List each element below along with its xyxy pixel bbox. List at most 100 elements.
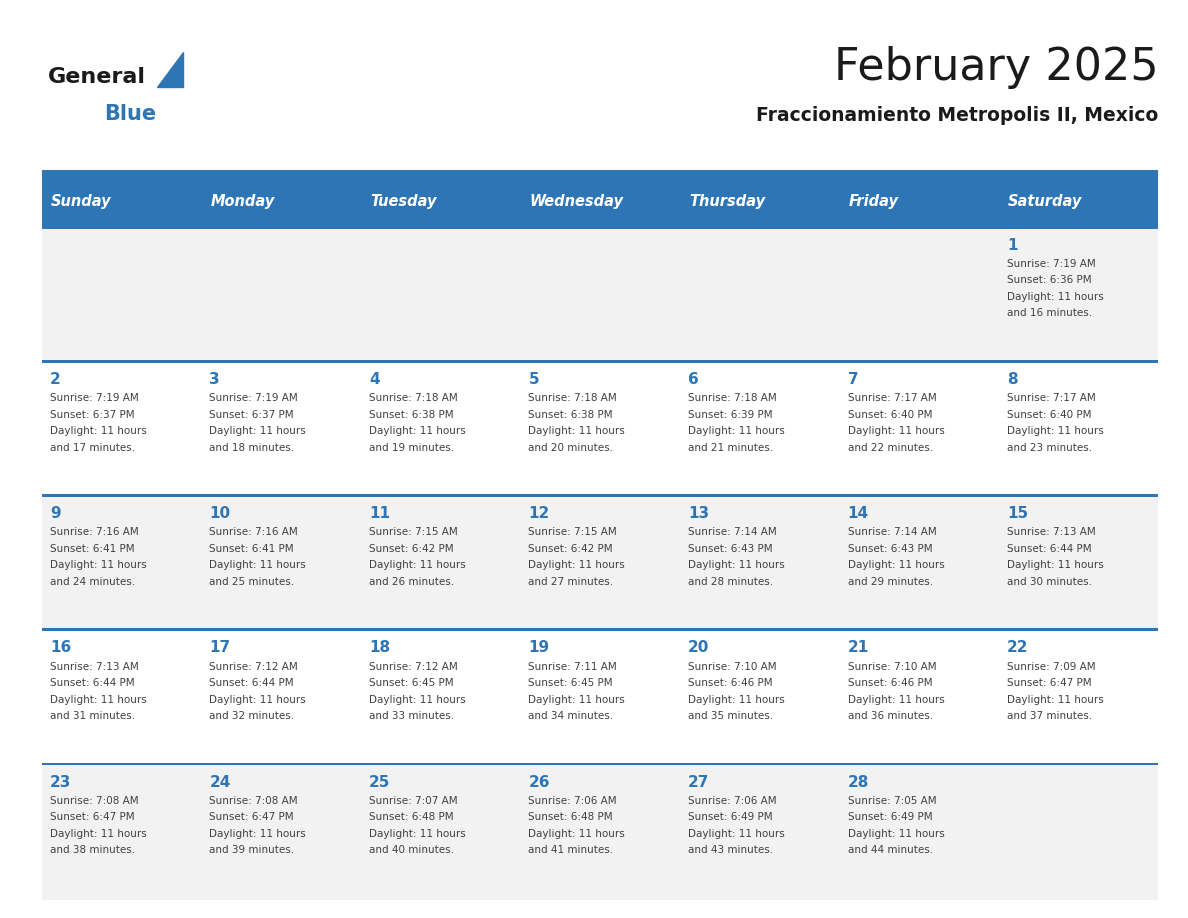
Text: Sunrise: 7:18 AM: Sunrise: 7:18 AM <box>529 393 618 403</box>
Polygon shape <box>157 52 183 87</box>
Text: Sunset: 6:48 PM: Sunset: 6:48 PM <box>529 812 613 823</box>
Text: 16: 16 <box>50 641 71 655</box>
Text: and 23 minutes.: and 23 minutes. <box>1007 442 1092 453</box>
Text: Sunset: 6:45 PM: Sunset: 6:45 PM <box>369 678 454 688</box>
Text: Daylight: 11 hours: Daylight: 11 hours <box>688 426 785 436</box>
Text: 7: 7 <box>847 372 858 387</box>
Text: Daylight: 11 hours: Daylight: 11 hours <box>688 560 785 570</box>
Text: Sunset: 6:49 PM: Sunset: 6:49 PM <box>847 812 933 823</box>
Text: Sunset: 6:40 PM: Sunset: 6:40 PM <box>1007 409 1092 420</box>
Text: Sunset: 6:41 PM: Sunset: 6:41 PM <box>50 543 134 554</box>
Text: and 25 minutes.: and 25 minutes. <box>209 577 295 587</box>
Bar <box>42 629 1158 632</box>
Text: Daylight: 11 hours: Daylight: 11 hours <box>369 426 466 436</box>
Text: Daylight: 11 hours: Daylight: 11 hours <box>209 426 307 436</box>
Text: and 26 minutes.: and 26 minutes. <box>369 577 454 587</box>
Text: 26: 26 <box>529 775 550 789</box>
Text: Sunrise: 7:14 AM: Sunrise: 7:14 AM <box>688 527 777 537</box>
Text: Sunrise: 7:06 AM: Sunrise: 7:06 AM <box>529 796 617 806</box>
Text: Sunrise: 7:14 AM: Sunrise: 7:14 AM <box>847 527 936 537</box>
Bar <box>42 766 1158 900</box>
Bar <box>42 175 1158 229</box>
Text: 22: 22 <box>1007 641 1029 655</box>
Text: February 2025: February 2025 <box>834 46 1158 89</box>
Text: Sunrise: 7:11 AM: Sunrise: 7:11 AM <box>529 662 618 671</box>
Bar <box>42 229 1158 363</box>
Text: and 38 minutes.: and 38 minutes. <box>50 845 135 856</box>
Text: and 32 minutes.: and 32 minutes. <box>209 711 295 721</box>
Text: Sunrise: 7:10 AM: Sunrise: 7:10 AM <box>847 662 936 671</box>
Text: Sunset: 6:46 PM: Sunset: 6:46 PM <box>847 678 933 688</box>
Text: Sunset: 6:47 PM: Sunset: 6:47 PM <box>209 812 295 823</box>
Text: and 27 minutes.: and 27 minutes. <box>529 577 614 587</box>
Text: Sunday: Sunday <box>51 195 112 209</box>
Text: Sunset: 6:47 PM: Sunset: 6:47 PM <box>50 812 134 823</box>
Text: Daylight: 11 hours: Daylight: 11 hours <box>50 695 146 704</box>
Text: Daylight: 11 hours: Daylight: 11 hours <box>847 829 944 839</box>
Text: Sunset: 6:43 PM: Sunset: 6:43 PM <box>688 543 772 554</box>
Text: Sunset: 6:41 PM: Sunset: 6:41 PM <box>209 543 295 554</box>
Text: 20: 20 <box>688 641 709 655</box>
Text: and 29 minutes.: and 29 minutes. <box>847 577 933 587</box>
Text: Sunrise: 7:18 AM: Sunrise: 7:18 AM <box>688 393 777 403</box>
Text: and 31 minutes.: and 31 minutes. <box>50 711 135 721</box>
Text: Sunrise: 7:15 AM: Sunrise: 7:15 AM <box>529 527 618 537</box>
Text: and 22 minutes.: and 22 minutes. <box>847 442 933 453</box>
Text: Sunrise: 7:07 AM: Sunrise: 7:07 AM <box>369 796 457 806</box>
Text: Sunset: 6:44 PM: Sunset: 6:44 PM <box>1007 543 1092 554</box>
Text: and 21 minutes.: and 21 minutes. <box>688 442 773 453</box>
Text: 10: 10 <box>209 506 230 521</box>
Text: Sunrise: 7:19 AM: Sunrise: 7:19 AM <box>50 393 139 403</box>
Text: Daylight: 11 hours: Daylight: 11 hours <box>1007 426 1104 436</box>
Text: Sunset: 6:46 PM: Sunset: 6:46 PM <box>688 678 772 688</box>
Text: Daylight: 11 hours: Daylight: 11 hours <box>529 560 625 570</box>
Text: Sunset: 6:44 PM: Sunset: 6:44 PM <box>209 678 295 688</box>
Text: 11: 11 <box>369 506 390 521</box>
Text: Daylight: 11 hours: Daylight: 11 hours <box>369 829 466 839</box>
Text: Daylight: 11 hours: Daylight: 11 hours <box>1007 695 1104 704</box>
Text: Monday: Monday <box>210 195 274 209</box>
Text: Daylight: 11 hours: Daylight: 11 hours <box>50 426 146 436</box>
Bar <box>42 363 1158 497</box>
Text: Daylight: 11 hours: Daylight: 11 hours <box>369 695 466 704</box>
Text: Sunrise: 7:12 AM: Sunrise: 7:12 AM <box>209 662 298 671</box>
Text: Sunset: 6:42 PM: Sunset: 6:42 PM <box>369 543 454 554</box>
Text: Daylight: 11 hours: Daylight: 11 hours <box>688 829 785 839</box>
Bar <box>42 497 1158 632</box>
Text: 25: 25 <box>369 775 391 789</box>
Text: Sunset: 6:43 PM: Sunset: 6:43 PM <box>847 543 933 554</box>
Text: Sunset: 6:48 PM: Sunset: 6:48 PM <box>369 812 454 823</box>
Text: 17: 17 <box>209 641 230 655</box>
Text: and 16 minutes.: and 16 minutes. <box>1007 308 1092 319</box>
Text: and 39 minutes.: and 39 minutes. <box>209 845 295 856</box>
Text: Fraccionamiento Metropolis II, Mexico: Fraccionamiento Metropolis II, Mexico <box>756 106 1158 125</box>
Text: 1: 1 <box>1007 238 1018 252</box>
Text: Sunset: 6:38 PM: Sunset: 6:38 PM <box>529 409 613 420</box>
Text: and 34 minutes.: and 34 minutes. <box>529 711 614 721</box>
Text: Sunset: 6:37 PM: Sunset: 6:37 PM <box>209 409 295 420</box>
Text: Daylight: 11 hours: Daylight: 11 hours <box>369 560 466 570</box>
Text: and 44 minutes.: and 44 minutes. <box>847 845 933 856</box>
Text: Sunset: 6:42 PM: Sunset: 6:42 PM <box>529 543 613 554</box>
Text: Thursday: Thursday <box>689 195 765 209</box>
Text: 13: 13 <box>688 506 709 521</box>
Text: Sunrise: 7:13 AM: Sunrise: 7:13 AM <box>1007 527 1095 537</box>
Text: 3: 3 <box>209 372 220 387</box>
Text: Sunset: 6:40 PM: Sunset: 6:40 PM <box>847 409 933 420</box>
Text: and 35 minutes.: and 35 minutes. <box>688 711 773 721</box>
Text: Sunrise: 7:17 AM: Sunrise: 7:17 AM <box>1007 393 1095 403</box>
Text: Sunset: 6:36 PM: Sunset: 6:36 PM <box>1007 275 1092 285</box>
Text: 27: 27 <box>688 775 709 789</box>
Bar <box>42 763 1158 766</box>
Text: 8: 8 <box>1007 372 1018 387</box>
Text: Wednesday: Wednesday <box>530 195 624 209</box>
Bar <box>42 170 1158 175</box>
Text: Daylight: 11 hours: Daylight: 11 hours <box>529 695 625 704</box>
Text: Sunrise: 7:05 AM: Sunrise: 7:05 AM <box>847 796 936 806</box>
Text: and 19 minutes.: and 19 minutes. <box>369 442 454 453</box>
Text: Daylight: 11 hours: Daylight: 11 hours <box>209 560 307 570</box>
Bar <box>42 632 1158 766</box>
Text: 18: 18 <box>369 641 390 655</box>
Text: Sunrise: 7:08 AM: Sunrise: 7:08 AM <box>209 796 298 806</box>
Text: Sunrise: 7:17 AM: Sunrise: 7:17 AM <box>847 393 936 403</box>
